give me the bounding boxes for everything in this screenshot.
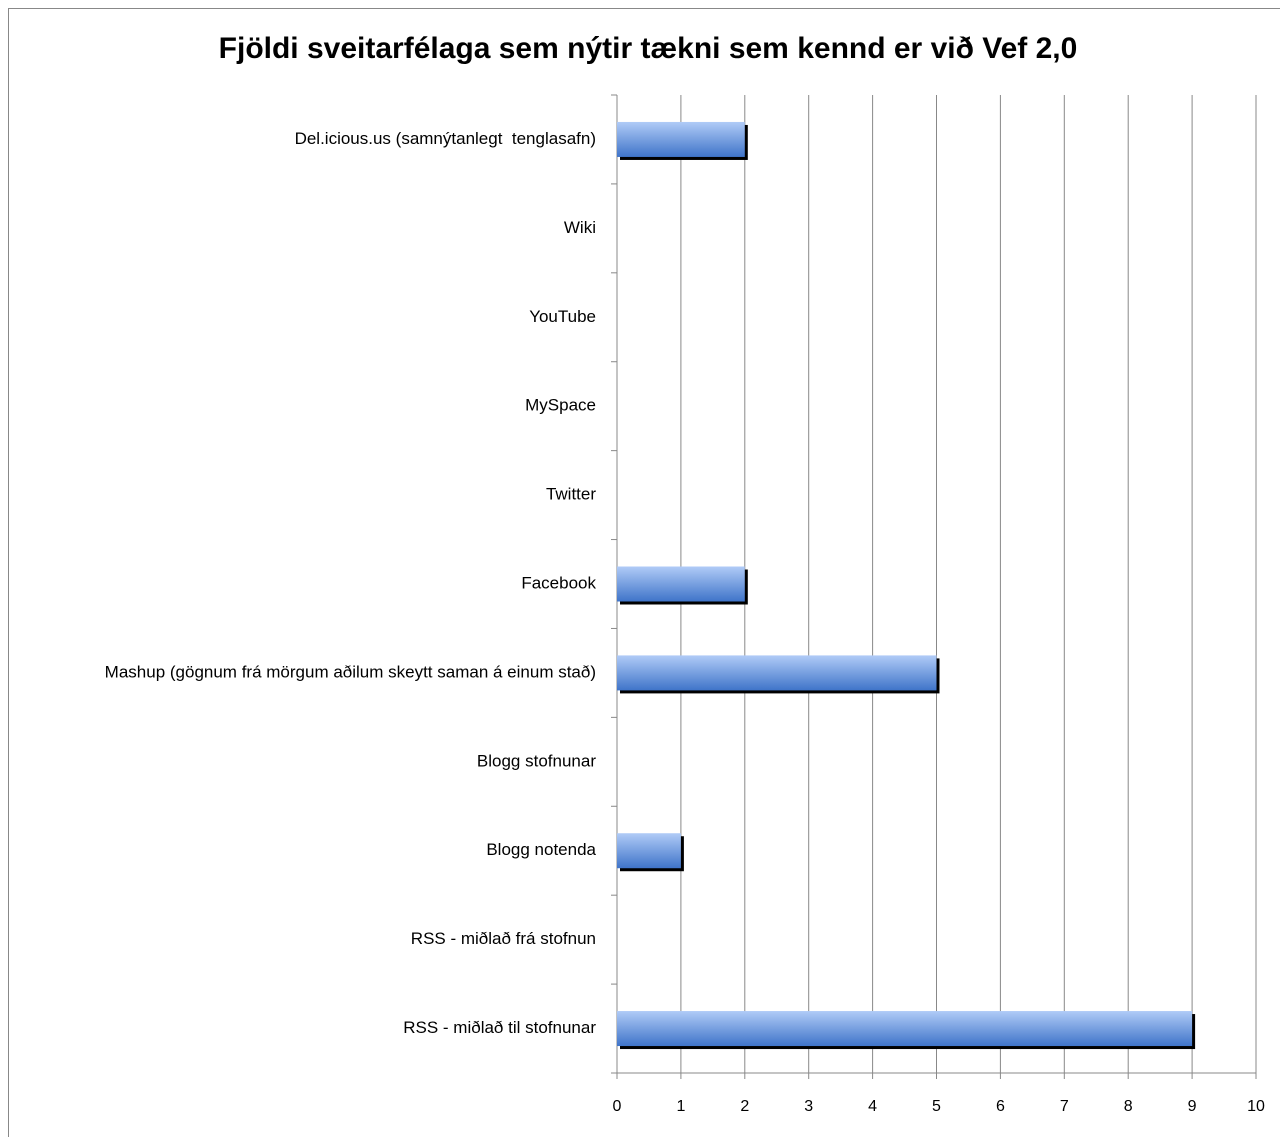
y-tick-label: Blogg notenda <box>486 840 596 859</box>
bar <box>617 566 745 602</box>
y-tick-label: Blogg stofnunar <box>477 751 596 770</box>
y-tick-label: Del.icious.us (samnýtanlegt tenglasafn) <box>295 129 596 148</box>
bar <box>617 833 681 869</box>
x-tick-label: 6 <box>996 1098 1005 1115</box>
x-tick-label: 1 <box>676 1098 685 1115</box>
x-tick-label: 5 <box>932 1098 941 1115</box>
x-tick-label: 2 <box>740 1098 749 1115</box>
y-tick-label: Twitter <box>546 485 596 504</box>
x-tick-label: 4 <box>868 1098 877 1115</box>
y-tick-label: Mashup (gögnum frá mörgum aðilum skeytt … <box>105 662 596 681</box>
x-tick-label: 9 <box>1188 1098 1197 1115</box>
x-tick-label: 0 <box>613 1098 622 1115</box>
x-tick-label: 3 <box>804 1098 813 1115</box>
y-tick-label: RSS - miðlað frá stofnun <box>411 929 596 948</box>
y-tick-label: YouTube <box>529 307 596 326</box>
x-tick-label: 8 <box>1124 1098 1133 1115</box>
x-tick-label: 7 <box>1060 1098 1069 1115</box>
chart-title: Fjöldi sveitarfélaga sem nýtir tækni sem… <box>219 32 1078 65</box>
bar <box>617 121 745 157</box>
y-tick-label: Wiki <box>564 218 596 237</box>
y-tick-label: Facebook <box>521 573 596 592</box>
y-tick-label: MySpace <box>525 396 596 415</box>
x-tick-label: 10 <box>1247 1098 1265 1115</box>
bar <box>617 1011 1193 1047</box>
y-tick-label: RSS - miðlað til stofnunar <box>403 1018 596 1037</box>
bar <box>617 655 937 691</box>
